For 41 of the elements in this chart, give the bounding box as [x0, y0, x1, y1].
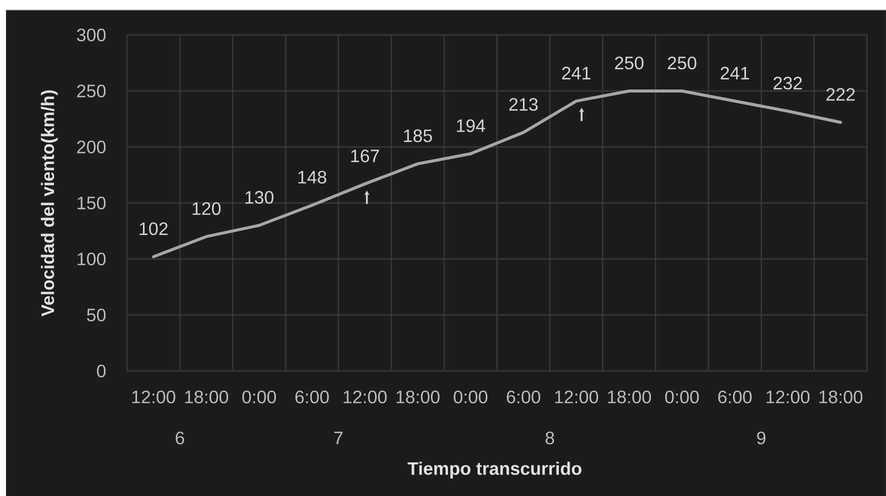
- data-label: 185: [404, 129, 432, 142]
- x-tick-label: 0:00: [665, 390, 699, 404]
- data-label: 250: [668, 56, 696, 70]
- x-tick-label: 18:00: [396, 390, 440, 404]
- x-tick-label: 18:00: [819, 390, 862, 404]
- x-tick-label: 12:00: [766, 390, 810, 404]
- x-tick-label: 6:00: [718, 390, 752, 404]
- data-label: 148: [298, 170, 326, 184]
- y-tick-label: 50: [86, 308, 106, 322]
- data-label: 213: [509, 98, 538, 111]
- x-tick-label: 6:00: [506, 390, 540, 404]
- x-tick-label: 18:00: [185, 390, 228, 404]
- x-tick-label: 12:00: [132, 390, 176, 404]
- y-tick-label: 100: [78, 252, 106, 266]
- text: 6: [176, 432, 184, 444]
- x-tick-label: 6:00: [295, 390, 329, 404]
- y-tick-label: 300: [76, 28, 106, 42]
- data-label: 120: [192, 202, 221, 215]
- data-label: 241: [720, 66, 749, 80]
- y-tick-label: 250: [77, 84, 106, 98]
- text: 7: [334, 432, 343, 444]
- x-tick-label: 18:00: [608, 390, 651, 404]
- y-tick-label: 200: [77, 140, 106, 154]
- x-tick-label: 12:00: [344, 390, 387, 404]
- x-axis-title: Tiempo transcurrido: [408, 462, 582, 478]
- data-label: 250: [615, 56, 644, 70]
- x-tick-label: 0:00: [454, 390, 488, 404]
- data-label: 241: [562, 66, 590, 80]
- text: 8: [546, 432, 554, 444]
- data-label: 232: [774, 76, 802, 90]
- data-label: 222: [826, 88, 855, 101]
- y-axis-title: Velocidad del viento(km/h): [40, 90, 58, 316]
- data-label: 167: [351, 150, 379, 162]
- data-label: 194: [456, 119, 486, 132]
- y-tick-label: 0: [97, 364, 106, 378]
- y-tick-label: 150: [78, 196, 106, 210]
- data-label: 130: [246, 191, 274, 204]
- x-tick-label: 0:00: [242, 390, 276, 404]
- x-tick-label: 12:00: [555, 390, 598, 404]
- data-label: 102: [140, 222, 168, 236]
- text: 9: [757, 432, 766, 444]
